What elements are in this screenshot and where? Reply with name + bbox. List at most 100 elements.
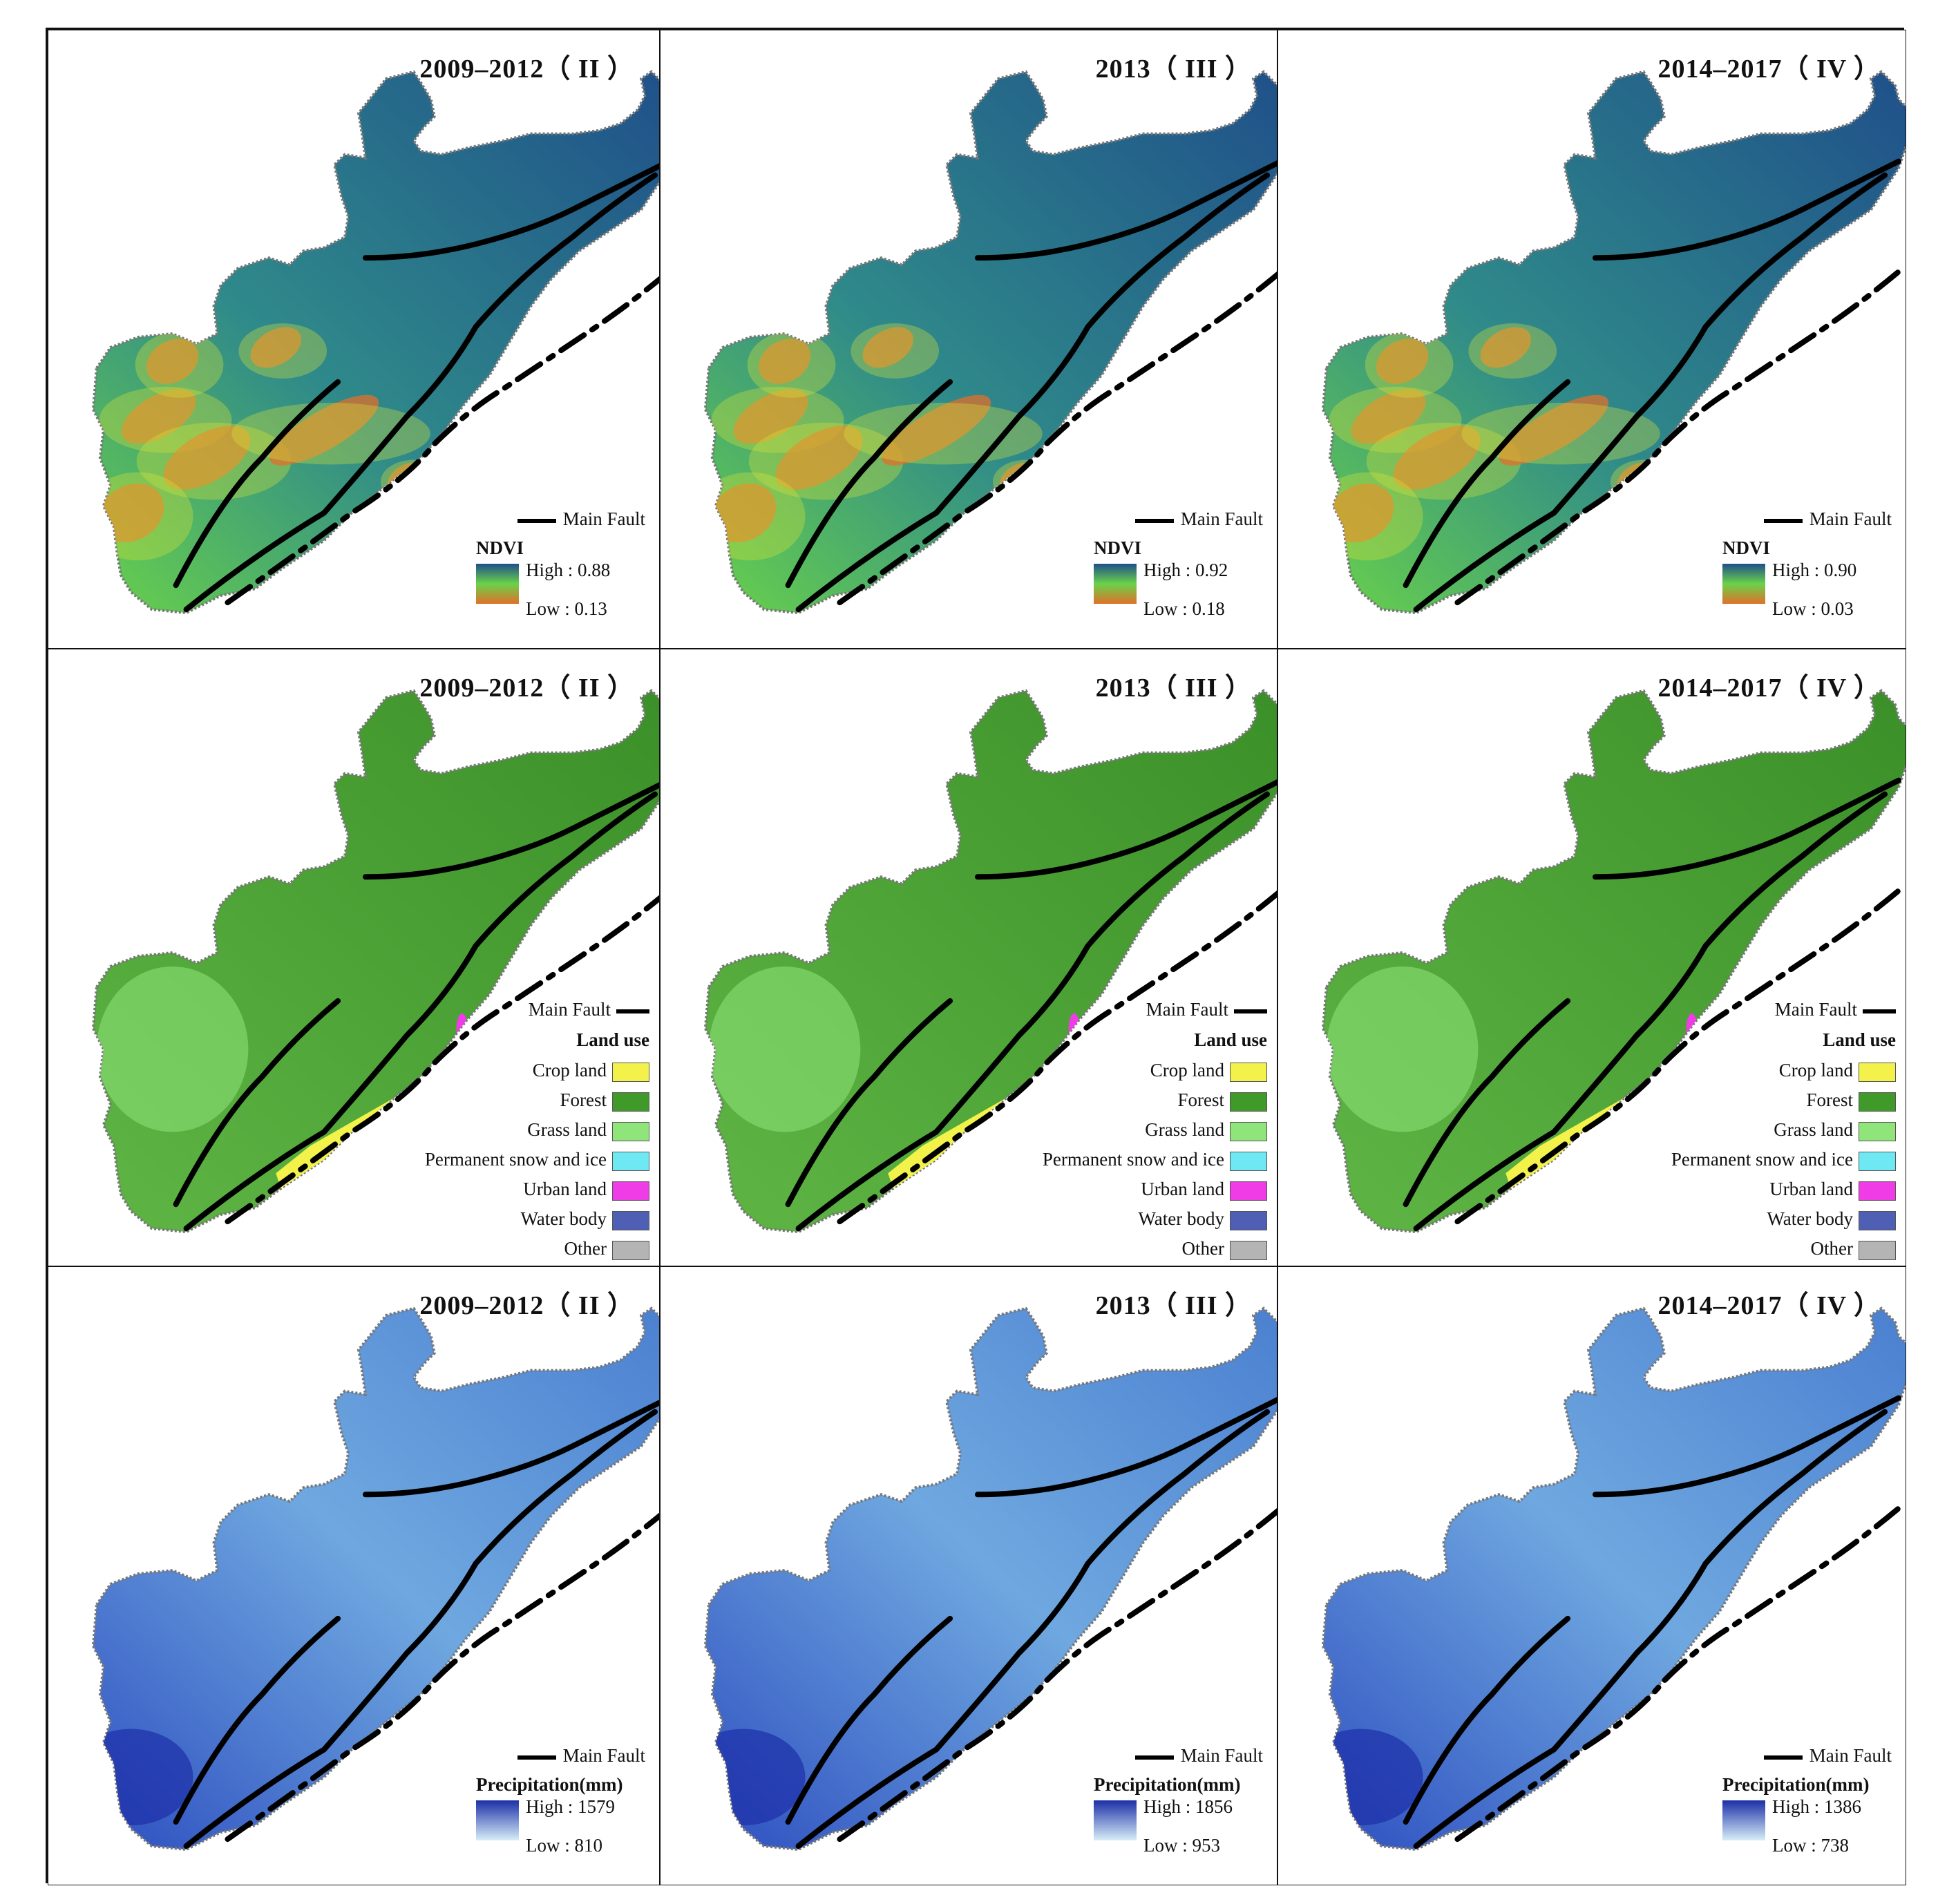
color-ramp — [1094, 1800, 1137, 1840]
legend-class-swatch — [1859, 1062, 1896, 1082]
legend-fault-label: Main Fault — [1180, 1745, 1263, 1766]
legend-class-row: Grass land — [1145, 1119, 1267, 1141]
legend-class-row: Other — [1182, 1238, 1267, 1260]
main-fault-line — [183, 172, 658, 613]
panel-title: 2013（ III ） — [1095, 674, 1252, 703]
legend-class-row: Permanent snow and ice — [1043, 1149, 1267, 1171]
main-fault-line — [795, 1409, 1271, 1849]
main-fault-line — [785, 998, 953, 1208]
map-canvas — [91, 689, 659, 1234]
legend-low-value: Low : 738 — [1772, 1835, 1849, 1856]
study-region — [91, 70, 659, 615]
legend-high-value: High : 1579 — [526, 1796, 616, 1817]
map-panel-ndvi: 2014–2017（ IV ） Main Fault NDVI High : 0.90… — [1277, 30, 1906, 649]
legend-fault-row: Main Fault — [1146, 999, 1267, 1020]
map-canvas — [703, 70, 1277, 615]
legend-high-value: High : 0.88 — [526, 560, 611, 580]
legend-class-label: Urban land — [523, 1179, 607, 1199]
legend-title: NDVI — [1094, 537, 1142, 558]
legend: Main Fault Precipitation(mm) High : 1856 Lo… — [1094, 1745, 1263, 1869]
legend-class-swatch — [1859, 1181, 1896, 1201]
main-fault-line — [225, 276, 659, 606]
legend-fault-row: Main Fault — [1763, 508, 1892, 530]
panel-title: 2013（ III ） — [1095, 55, 1252, 84]
legend-class-row: Permanent snow and ice — [425, 1149, 649, 1171]
legend-fault-row: Main Fault — [529, 999, 649, 1020]
legend-high-value: High : 0.92 — [1143, 560, 1228, 580]
legend-fault-label: Main Fault — [1180, 508, 1263, 529]
legend-class-label: Grass land — [1145, 1119, 1224, 1140]
study-region — [1321, 70, 1906, 615]
main-fault-line — [1413, 1409, 1888, 1849]
legend-title: NDVI — [1722, 537, 1771, 558]
panel-title: 2009–2012（ II ） — [419, 674, 634, 703]
panel-title: 2013（ III ） — [1095, 1291, 1252, 1320]
legend-class-label: Forest — [1806, 1089, 1854, 1110]
legend: Main Fault NDVI High : 0.88 Low : 0.13 — [476, 508, 645, 633]
fault-line-swatch — [1863, 1009, 1896, 1013]
legend-low-value: Low : 0.13 — [526, 598, 607, 619]
legend-class-swatch — [1230, 1092, 1267, 1112]
legend-class-label: Grass land — [527, 1119, 607, 1140]
legend-title: Precipitation(mm) — [476, 1774, 623, 1795]
main-fault-line — [1454, 888, 1901, 1225]
main-fault-line — [1403, 379, 1571, 589]
color-ramp — [476, 564, 519, 604]
legend-class-row: Crop land — [533, 1060, 649, 1082]
study-region — [703, 70, 1277, 615]
legend-class-row: Permanent snow and ice — [1671, 1149, 1896, 1171]
legend-class-label: Forest — [1177, 1089, 1225, 1110]
legend-fault-row: Main Fault — [517, 1745, 645, 1767]
study-region — [703, 1306, 1277, 1851]
legend-class-row: Urban land — [1769, 1179, 1896, 1201]
main-fault-line — [795, 791, 1271, 1232]
legend-class-swatch — [612, 1121, 649, 1141]
main-fault-line — [225, 1512, 659, 1843]
legend-class-row: Crop land — [1150, 1060, 1267, 1082]
legend-class-row: Water body — [1138, 1208, 1267, 1230]
legend-title: Precipitation(mm) — [1094, 1774, 1241, 1795]
main-fault-line — [1454, 1505, 1901, 1843]
legend-class-swatch — [1230, 1121, 1267, 1141]
legend-class-label: Permanent snow and ice — [424, 1149, 607, 1170]
main-fault-line — [974, 1397, 1277, 1498]
fault-line-swatch — [616, 1009, 649, 1013]
legend: Main Fault Precipitation(mm) High : 1579 Lo… — [476, 1745, 645, 1869]
legend-class-row: Grass land — [527, 1119, 649, 1141]
map-panel-landuse: 2009–2012（ II ） Main Fault Land use Crop la… — [48, 649, 660, 1266]
panel-title: 2009–2012（ II ） — [419, 1291, 634, 1320]
legend-class-swatch — [1859, 1210, 1896, 1230]
main-fault-line — [225, 895, 659, 1225]
main-fault-line — [1592, 1395, 1901, 1498]
main-fault-line — [785, 1615, 953, 1825]
main-fault-line — [183, 1409, 658, 1849]
main-fault-line — [1454, 269, 1901, 606]
main-fault-line — [173, 379, 341, 589]
legend-class-swatch — [1859, 1240, 1896, 1260]
legend-fault-label: Main Fault — [1146, 999, 1228, 1020]
legend-class-label: Urban land — [1769, 1179, 1853, 1199]
legend-high-value: High : 1856 — [1143, 1796, 1233, 1817]
main-fault-line — [1413, 791, 1888, 1232]
legend-class-label: Other — [1181, 1238, 1224, 1259]
legend-low-value: Low : 0.03 — [1772, 598, 1854, 619]
legend-class-row: Other — [1811, 1238, 1896, 1260]
map-panel-precip: 2014–2017（ IV ） Main Fault Precipitation(m… — [1277, 1266, 1906, 1885]
map-panel-precip: 2013（ III ） Main Fault Precipitation(mm) Hi… — [660, 1266, 1277, 1885]
legend-fault-label: Main Fault — [528, 999, 611, 1020]
legend-title: Land use — [1823, 1029, 1896, 1050]
panel-title: 2009–2012（ II ） — [419, 55, 634, 84]
legend-class-label: Grass land — [1774, 1119, 1853, 1140]
legend-fault-label: Main Fault — [562, 508, 645, 529]
map-canvas — [91, 70, 659, 615]
map-canvas — [91, 1306, 659, 1851]
color-ramp — [1094, 564, 1137, 604]
legend-class-label: Urban land — [1141, 1179, 1224, 1199]
map-panel-landuse: 2013（ III ） Main Fault Land use Crop land Fo… — [660, 649, 1277, 1266]
legend-title: NDVI — [476, 537, 524, 558]
main-fault-line — [183, 791, 658, 1232]
fault-line-swatch — [1234, 1009, 1267, 1013]
legend-class-swatch — [612, 1151, 649, 1171]
fault-line-swatch — [517, 518, 556, 523]
legend-class-label: Crop land — [532, 1060, 607, 1080]
